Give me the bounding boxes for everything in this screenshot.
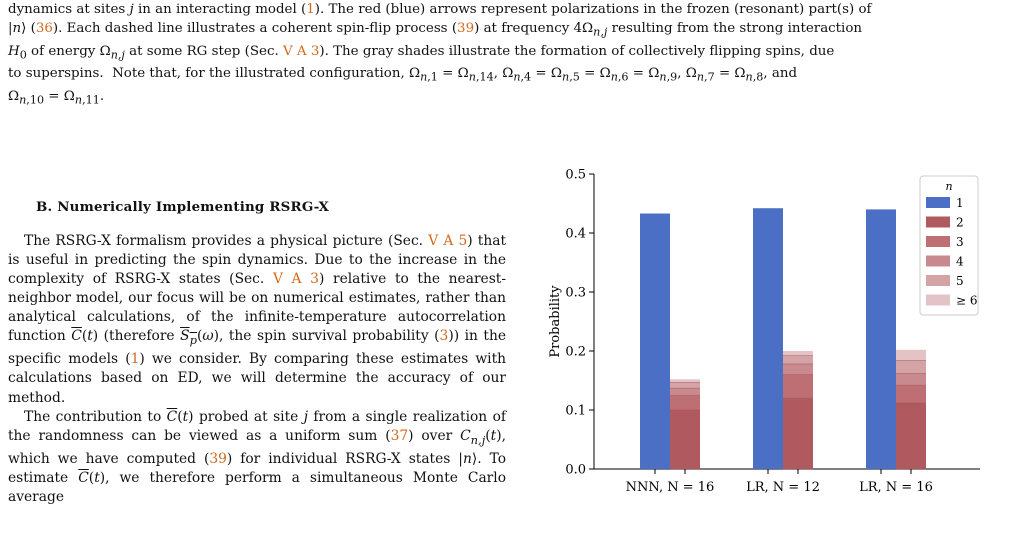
x-tick-label: LR, N = 16 <box>859 480 933 495</box>
legend-label-5: 5 <box>956 274 964 288</box>
caption-line: dynamics at sites j in an interacting mo… <box>8 2 872 17</box>
bar-segment-n-5 <box>783 355 813 364</box>
legend-swatch-3 <box>926 236 950 247</box>
bar-segment-n-2 <box>670 410 700 469</box>
legend-label-6: ≥ 6 <box>956 294 978 308</box>
legend-label-1: 1 <box>956 196 964 210</box>
legend-title: n <box>945 180 952 193</box>
figure-caption: dynamics at sites j in an interacting mo… <box>8 0 1022 110</box>
bar-segment-n-4 <box>896 373 926 386</box>
y-tick-label: 0.3 <box>565 286 586 301</box>
legend-label-4: 4 <box>956 255 964 269</box>
y-tick-label: 0.4 <box>565 227 586 242</box>
bar-segment-n-3 <box>783 374 813 399</box>
y-axis-label: Probability <box>548 285 563 358</box>
bar-segment-n-6 <box>783 351 813 356</box>
bar-segment-n-3 <box>670 395 700 410</box>
bar-segment-n-4 <box>783 363 813 375</box>
caption-line: |n⟩ (36). Each dashed line illustrates a… <box>8 21 863 39</box>
legend-swatch-2 <box>926 216 950 228</box>
caption-line: Ωn,10 = Ωn,11. <box>8 89 105 107</box>
caption-line: H0 of energy Ωn,j at some RG step (Sec. … <box>8 43 835 62</box>
bar-n-1 <box>640 213 670 469</box>
caption-line: to superspins. Note that, for the illust… <box>8 66 798 85</box>
bar-segment-n-4 <box>670 388 700 396</box>
legend-label-3: 3 <box>956 235 964 249</box>
bar-n-1 <box>753 208 783 469</box>
bar-segment-n-2 <box>896 402 926 469</box>
bar-segment-n-5 <box>896 360 926 374</box>
chart-svg: 0.0 0.1 0.2 0.3 0.4 0.5 Probability NNN, N = 16… <box>548 168 980 495</box>
probability-bar-chart: 0.0 0.1 0.2 0.3 0.4 0.5 Probability NNN, N = 16… <box>540 160 1030 543</box>
body-text: The RSRG-X formalism provides a physical… <box>8 232 506 507</box>
paragraph-2: The contribution to C(t) probed at site … <box>8 408 507 505</box>
y-tick-label: 0.1 <box>565 404 586 419</box>
legend-swatch-1 <box>926 197 950 208</box>
y-tick-label: 0.2 <box>565 345 586 360</box>
legend-swatch-4 <box>926 255 950 267</box>
section-heading: B. Numerically Implementing RSRG-X <box>36 199 330 215</box>
y-tick-label: 0.0 <box>565 463 586 478</box>
legend-swatch-6 <box>926 294 950 306</box>
y-tick-label: 0.5 <box>565 168 586 183</box>
bar-segment-n-3 <box>896 385 926 403</box>
legend-label-2: 2 <box>956 216 964 230</box>
x-tick-label: LR, N = 12 <box>746 480 820 495</box>
bar-segment-n-6 <box>670 379 700 383</box>
bar-segment-n-5 <box>670 382 700 389</box>
bar-segment-n-2 <box>783 398 813 469</box>
x-tick-label: NNN, N = 16 <box>626 480 715 495</box>
bar-segment-n-6 <box>896 349 926 361</box>
legend-swatch-5 <box>926 275 950 286</box>
paragraph-1: The RSRG-X formalism provides a physical… <box>8 233 507 406</box>
bar-n-1 <box>866 209 896 469</box>
